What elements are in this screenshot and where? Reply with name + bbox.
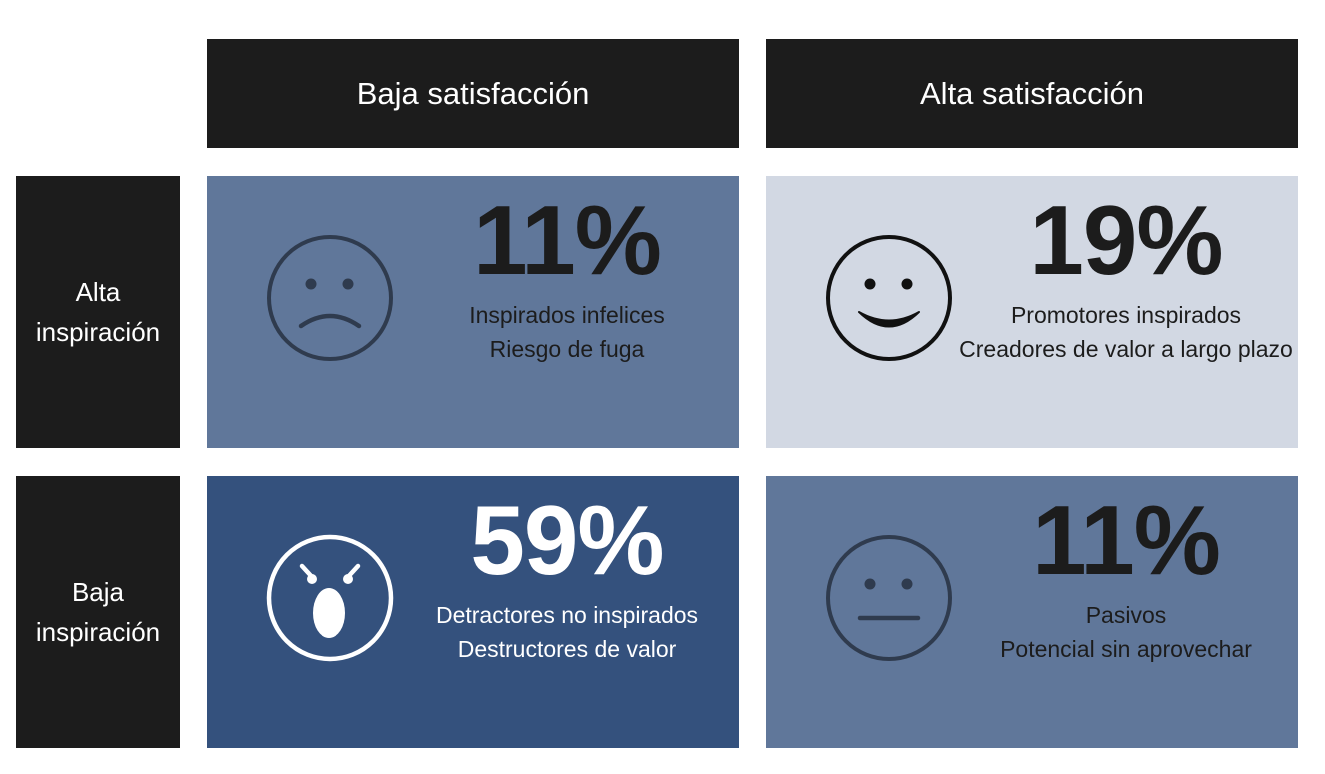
neutral-face-icon (826, 535, 952, 661)
column-header-label: Alta satisfacción (920, 75, 1144, 111)
quadrant-high-inspiration-high-satisfaction: 19% Promotores inspirados Creadores de v… (766, 176, 1298, 448)
angry-face-icon (266, 534, 394, 662)
segment-description: Riesgo de fuga (489, 336, 645, 362)
quadrant-low-inspiration-low-satisfaction: 59% Detractores no inspirados Destructor… (207, 476, 739, 748)
row-header-low-inspiration: Baja inspiración (16, 476, 180, 748)
segment-name: Promotores inspirados (1010, 302, 1242, 328)
column-header-label: Baja satisfacción (356, 75, 590, 111)
quadrant-low-inspiration-high-satisfaction: 11% Pasivos Potencial sin aprovechar (766, 476, 1298, 748)
percentage-value: 11% (1032, 485, 1221, 595)
column-header-high-satisfaction: Alta satisfacción (766, 39, 1298, 148)
row-header-label-line1: Baja (71, 577, 125, 607)
percentage-value: 11% (473, 185, 662, 295)
percentage-value: 59% (470, 485, 664, 595)
row-header-label-line2: inspiración (35, 617, 161, 647)
segment-description: Potencial sin aprovechar (1000, 636, 1252, 662)
segment-name: Pasivos (1085, 602, 1167, 628)
segment-description: Destructores de valor (457, 636, 677, 662)
segment-description: Creadores de valor a largo plazo (959, 336, 1293, 362)
row-header-high-inspiration: Alta inspiración (16, 176, 180, 448)
quadrant-high-inspiration-low-satisfaction: 11% Inspirados infelices Riesgo de fuga (207, 176, 739, 448)
column-header-low-satisfaction: Baja satisfacción (207, 39, 739, 148)
segment-name: Inspirados infelices (469, 302, 665, 328)
happy-face-icon (826, 235, 952, 361)
segment-name: Detractores no inspirados (435, 602, 699, 628)
percentage-value: 19% (1029, 185, 1223, 295)
row-header-label-line2: inspiración (35, 317, 161, 347)
row-header-label-line1: Alta (75, 277, 121, 307)
sad-face-icon (267, 235, 393, 361)
